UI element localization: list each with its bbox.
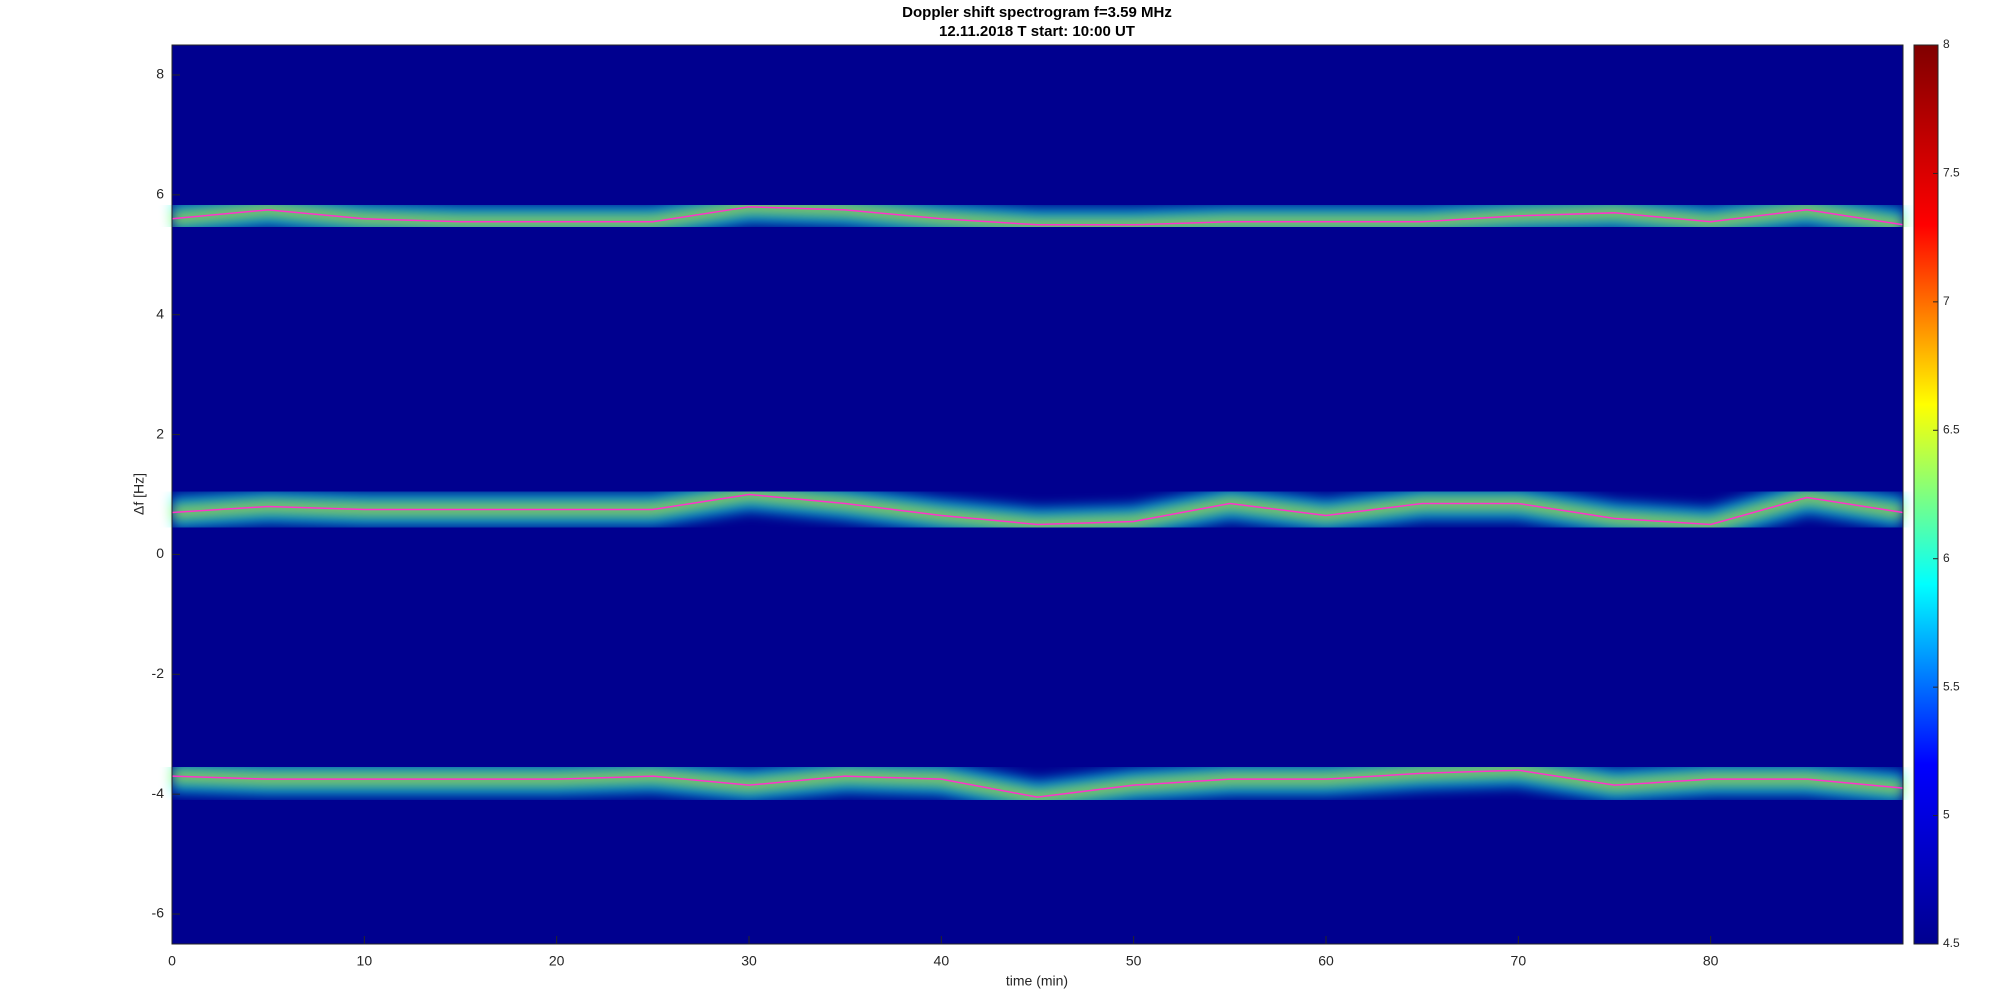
trace-line (171, 493, 1904, 526)
y-tick-label: -6 (152, 905, 165, 921)
trace-line (171, 769, 1904, 798)
colorbar-tick-label: 6 (1943, 551, 1950, 565)
colorbar-tick-label: 5.5 (1943, 679, 1960, 693)
x-tick-label: 50 (1126, 953, 1142, 969)
colorbar-tick-label: 5 (1943, 808, 1950, 822)
y-tick-label: 4 (156, 305, 164, 321)
x-tick-label: 10 (357, 953, 373, 969)
y-tick-label: 8 (156, 66, 164, 82)
x-tick-label: 0 (168, 953, 176, 969)
x-tick-label: 30 (741, 953, 757, 969)
colorbar-tick-label: 6.5 (1943, 422, 1960, 436)
colorbar (1913, 44, 1939, 945)
colorbar-tick-label: 8 (1943, 37, 1950, 51)
plot-frame (171, 44, 1904, 945)
x-tick-label: 70 (1511, 953, 1527, 969)
x-axis-label: time (min) (1006, 973, 1068, 989)
trace-line (171, 206, 1904, 226)
chart-title: Doppler shift spectrogram f=3.59 MHz (902, 4, 1172, 21)
colorbar-tick-label: 7.5 (1943, 166, 1960, 180)
x-tick-label: 80 (1703, 953, 1719, 969)
y-tick-label: 0 (156, 545, 164, 561)
x-tick-label: 60 (1318, 953, 1334, 969)
y-axis-label: Δf [Hz] (131, 473, 147, 515)
colorbar-tick-label: 7 (1943, 294, 1950, 308)
chart-subtitle: 12.11.2018 T start: 10:00 UT (939, 23, 1135, 40)
x-tick-label: 40 (934, 953, 950, 969)
x-tick-label: 20 (549, 953, 565, 969)
y-tick-label: -4 (152, 785, 165, 801)
colorbar-tick-label: 4.5 (1943, 936, 1960, 950)
y-tick-label: 6 (156, 186, 164, 202)
y-tick-label: -2 (152, 665, 165, 681)
y-tick-label: 2 (156, 425, 164, 441)
